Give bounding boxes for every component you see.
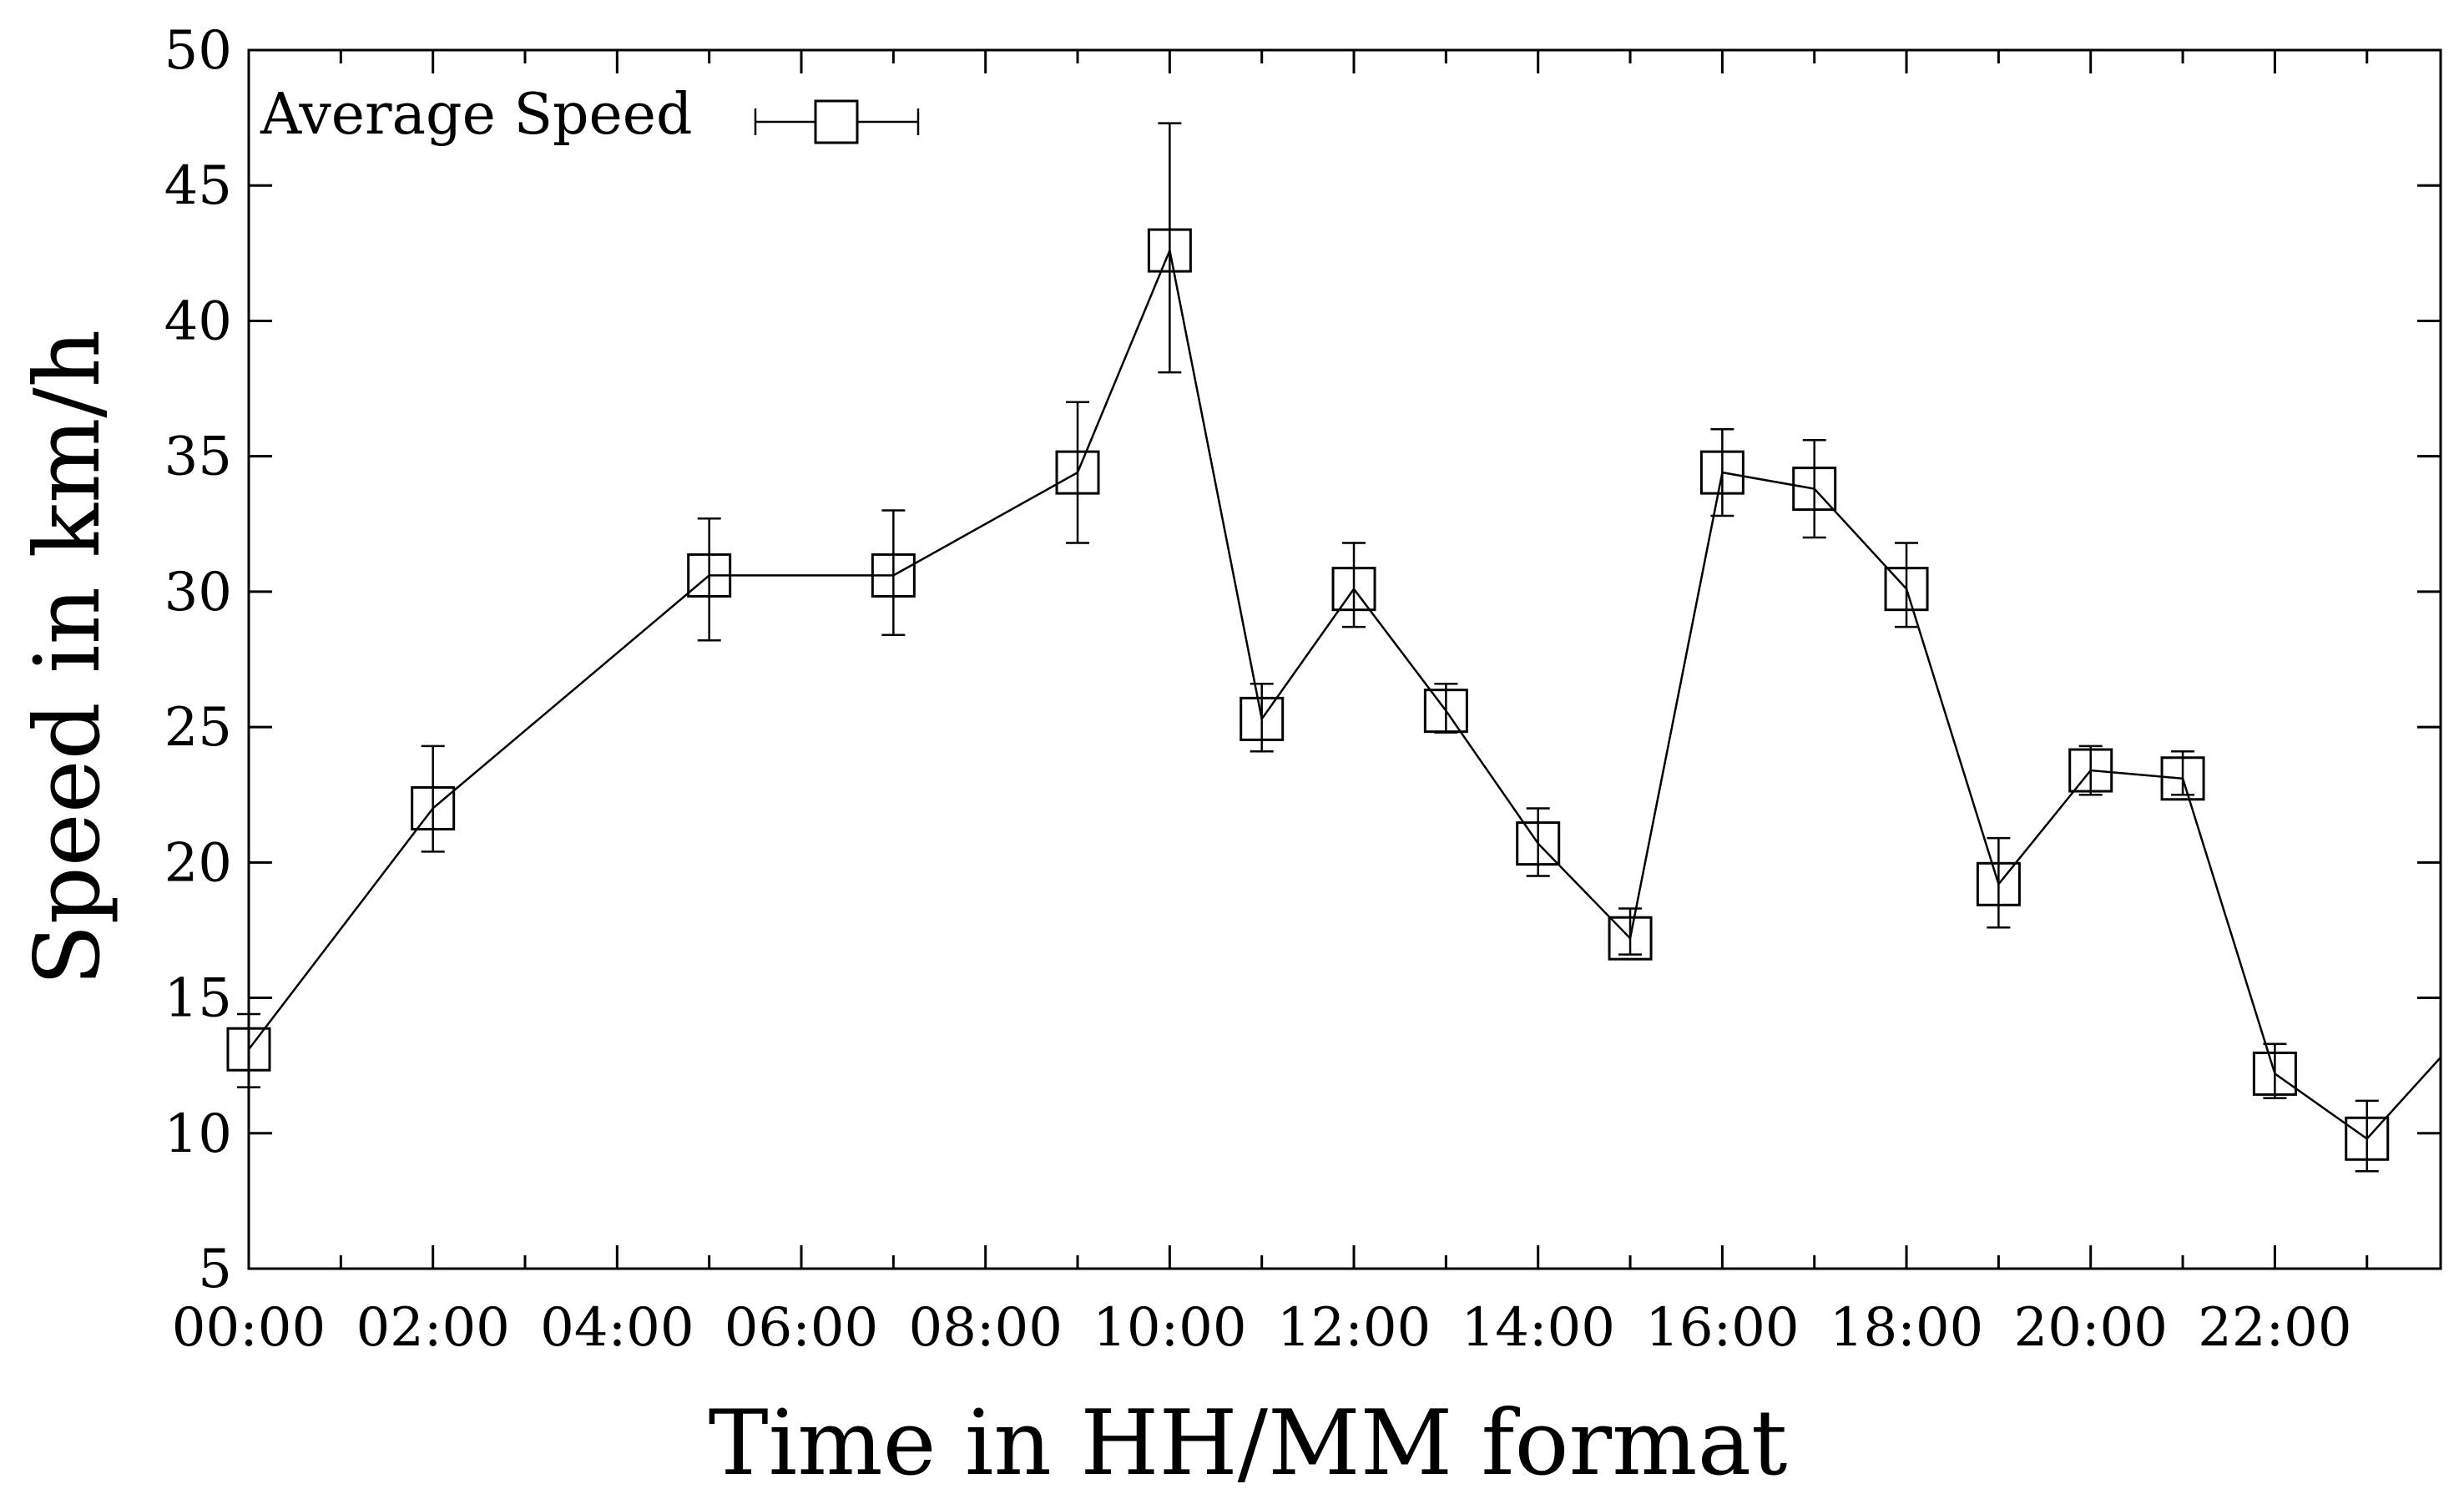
plot-border	[247, 48, 2442, 1270]
data-point	[871, 553, 916, 598]
y-tick-label: 5	[198, 1239, 232, 1300]
x-tick-label: 06:00	[725, 1297, 878, 1359]
y-axis-title: Speed in km/h	[16, 330, 120, 987]
data-point	[1976, 861, 2021, 906]
data-point	[226, 1027, 271, 1072]
data-point	[687, 553, 732, 598]
data-point	[1792, 467, 1837, 512]
data-point	[1884, 567, 1929, 612]
x-tick-label: 02:00	[356, 1297, 509, 1359]
x-tick-label: 14:00	[1461, 1297, 1614, 1359]
data-point	[2068, 748, 2113, 793]
x-tick-label: 18:00	[1830, 1297, 1983, 1359]
y-tick-label: 20	[164, 832, 232, 894]
x-tick-label: 12:00	[1277, 1297, 1431, 1359]
y-tick-label: 25	[164, 697, 232, 759]
x-tick-label: 16:00	[1645, 1297, 1799, 1359]
data-point	[2252, 1051, 2297, 1096]
x-tick-label: 22:00	[2198, 1297, 2351, 1359]
y-tick-label: 50	[164, 20, 232, 82]
data-point	[1331, 567, 1376, 612]
y-tick-label: 10	[164, 1103, 232, 1165]
data-point	[1055, 450, 1100, 495]
data-point	[1423, 689, 1468, 734]
data-point	[1516, 821, 1561, 866]
data-point	[1240, 696, 1285, 741]
data-point	[1608, 916, 1653, 961]
legend-marker	[814, 99, 859, 144]
y-axis: 5 10 15 20 25 30 35 40 45 50	[164, 20, 2441, 1300]
x-axis: 00:00 02:00 04:00 06:00 08:00 10:00 12:00 14:00…	[172, 50, 2369, 1359]
legend-label: Average Speed	[260, 82, 693, 148]
data-point	[1699, 450, 1744, 495]
x-tick-label: 20:00	[2014, 1297, 2168, 1359]
y-tick-label: 45	[164, 155, 232, 217]
y-tick-label: 40	[164, 290, 232, 352]
x-tick-label: 04:00	[540, 1297, 694, 1359]
y-tick-label: 30	[164, 562, 232, 623]
data-point	[2160, 756, 2205, 801]
series-average-speed	[226, 122, 2441, 1173]
data-point	[1147, 228, 1192, 273]
x-tick-label: 08:00	[908, 1297, 1062, 1359]
y-tick-label: 15	[164, 968, 232, 1030]
x-axis-title: Time in HH/MM format	[709, 1391, 1788, 1489]
legend: Average Speed	[260, 82, 920, 148]
data-point	[411, 785, 456, 830]
y-tick-label: 35	[164, 427, 232, 488]
x-tick-label: 00:00	[172, 1297, 326, 1359]
data-point	[2345, 1116, 2390, 1161]
plot-frame	[247, 48, 2442, 1270]
series-line	[248, 246, 2441, 1140]
x-tick-label: 10:00	[1093, 1297, 1246, 1359]
